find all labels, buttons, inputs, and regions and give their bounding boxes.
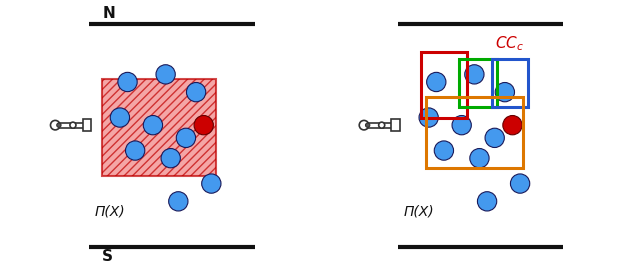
Circle shape [470,148,489,168]
Circle shape [110,108,129,127]
Circle shape [186,83,205,102]
Circle shape [156,65,175,84]
Circle shape [125,141,145,160]
Circle shape [485,128,504,147]
Circle shape [70,122,76,128]
Bar [392,119,399,131]
Text: Π(Χ): Π(Χ) [95,204,125,218]
Bar [426,97,523,168]
Circle shape [477,192,497,211]
Circle shape [57,123,61,127]
Text: N: N [102,6,115,21]
Circle shape [161,148,180,168]
Circle shape [169,192,188,211]
Circle shape [452,115,471,135]
Circle shape [465,65,484,84]
Text: Π(Χ): Π(Χ) [403,204,434,218]
Circle shape [51,121,60,130]
Circle shape [365,123,370,127]
Bar [492,59,528,107]
Bar [83,119,91,131]
Circle shape [202,174,221,193]
Text: S: S [102,249,113,264]
Circle shape [194,115,213,135]
Circle shape [427,72,446,92]
Bar [102,79,216,176]
Bar [367,123,383,128]
Circle shape [503,115,522,135]
Circle shape [359,121,369,130]
Bar [73,123,84,128]
Circle shape [379,122,385,128]
Bar [459,59,497,107]
Circle shape [495,83,515,102]
Circle shape [176,128,196,147]
Circle shape [143,115,163,135]
Bar [381,123,392,128]
Bar [421,52,467,118]
Bar [59,123,74,128]
Circle shape [118,72,137,92]
Text: $CC_c$: $CC_c$ [495,34,524,53]
Circle shape [511,174,530,193]
Circle shape [435,141,454,160]
Circle shape [419,108,438,127]
